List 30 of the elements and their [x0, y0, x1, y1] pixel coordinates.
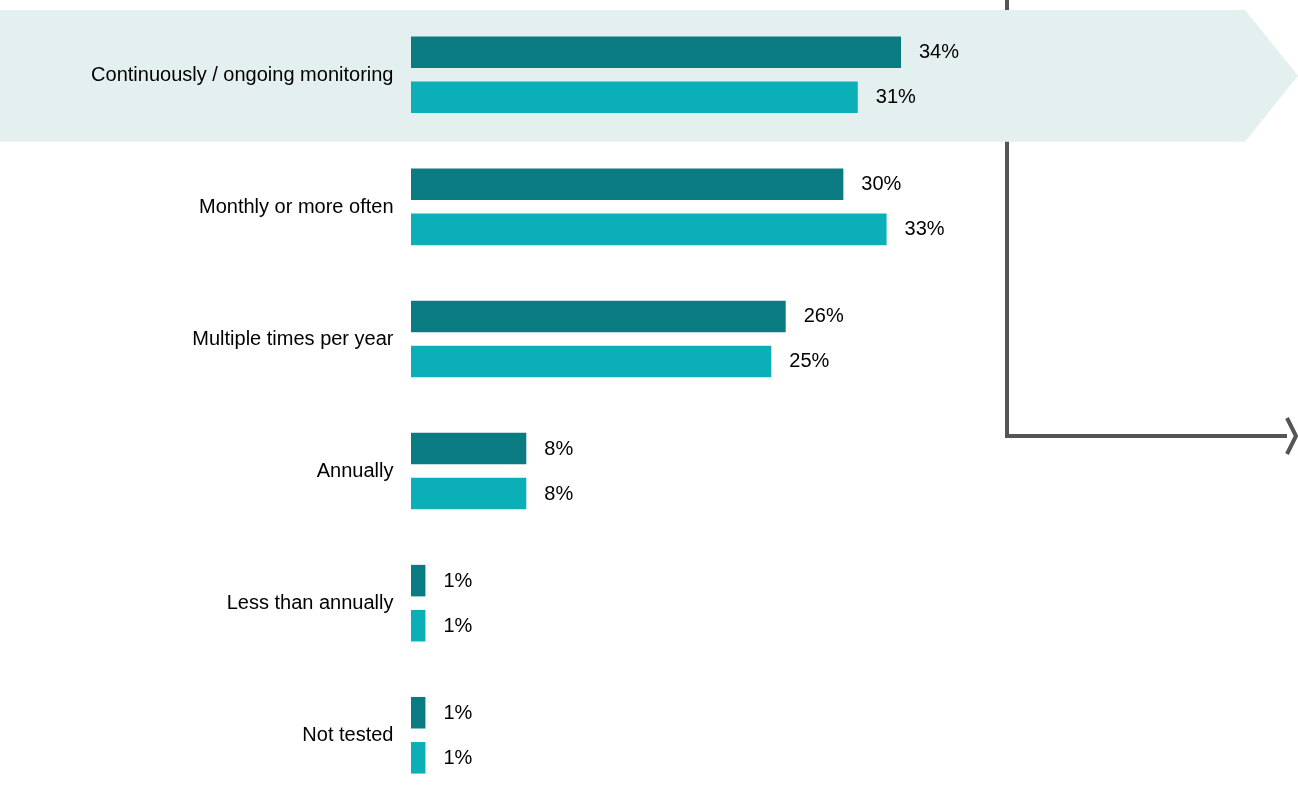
bar	[411, 36, 901, 68]
y-tick-label: Continuously / ongoing monitoring	[91, 62, 394, 85]
data-label: 30%	[861, 172, 902, 195]
data-label: 1%	[443, 613, 473, 636]
data-label: 8%	[544, 436, 574, 459]
bar	[411, 432, 527, 465]
bar	[411, 609, 426, 642]
y-tick-label: Not tested	[302, 723, 394, 746]
data-label: 33%	[904, 217, 945, 240]
data-label: 1%	[443, 568, 473, 591]
bar	[411, 696, 426, 729]
y-tick-label: Less than annually	[226, 591, 394, 614]
bar	[411, 345, 772, 378]
bar	[411, 564, 426, 597]
data-label: 8%	[544, 481, 574, 504]
y-tick-label: Annually	[316, 459, 394, 482]
y-tick-label: Monthly or more often	[198, 194, 394, 217]
y-tick-label: Multiple times per year	[192, 326, 394, 349]
bar	[411, 168, 844, 201]
bar	[411, 742, 426, 774]
bar	[411, 213, 887, 246]
bar	[411, 300, 786, 333]
data-label: 34%	[919, 40, 960, 63]
data-label: 1%	[443, 700, 473, 723]
bar	[411, 477, 527, 510]
data-label: 26%	[803, 304, 844, 327]
data-label: 1%	[443, 745, 473, 768]
data-label: 31%	[875, 85, 917, 108]
bar	[411, 81, 858, 114]
data-label: 25%	[789, 349, 830, 372]
